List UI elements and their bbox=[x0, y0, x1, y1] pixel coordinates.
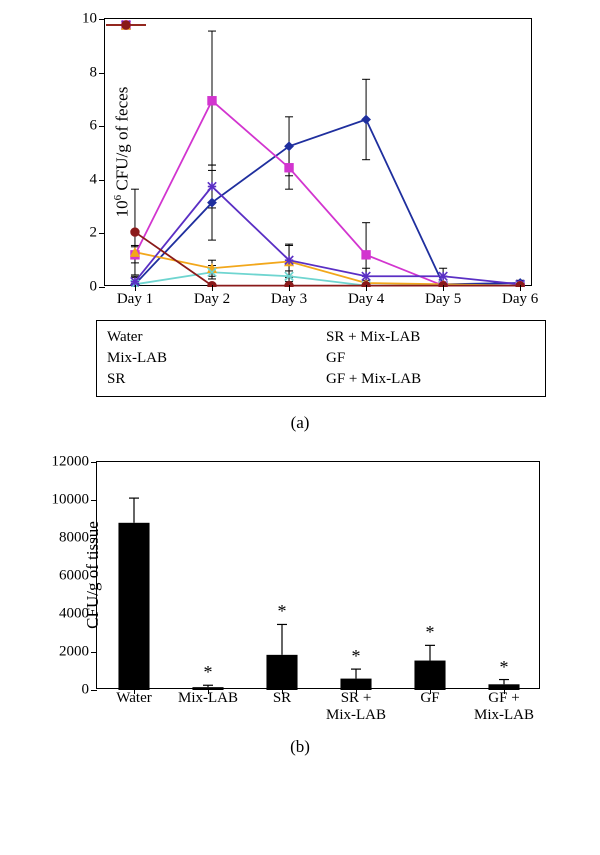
panel-b-ytick: 2000 bbox=[59, 644, 97, 661]
panel-b-plot: CFU/g of tissue WaterMix-LABSRSR +Mix-LA… bbox=[96, 461, 540, 689]
panel-a-ytick: 4 bbox=[90, 171, 106, 188]
panel-a-plot: 106 CFU/g of feces 0246810Day 1Day 2Day … bbox=[104, 18, 532, 286]
panel-b-xlabels: WaterMix-LABSRSR +Mix-LABGFGF +Mix-LAB bbox=[97, 688, 539, 694]
legend-label: GF + Mix-LAB bbox=[326, 371, 421, 388]
panel-a-xtick: Day 1 bbox=[117, 285, 153, 308]
sig-star: * bbox=[204, 662, 213, 683]
panel-b-sublabel: (b) bbox=[30, 737, 570, 757]
legend-item: Water bbox=[107, 329, 316, 346]
panel-a-xtick: Day 4 bbox=[348, 285, 384, 308]
legend-label: SR + Mix-LAB bbox=[326, 329, 420, 346]
panel-b-ytick: 6000 bbox=[59, 568, 97, 585]
sig-star: * bbox=[352, 646, 361, 667]
panel-a-xtick: Day 5 bbox=[425, 285, 461, 308]
sig-star: * bbox=[278, 601, 287, 622]
panel-b-svg bbox=[97, 462, 541, 690]
panel-b-ytick: 12000 bbox=[52, 454, 98, 471]
panel-a-xtick: Day 6 bbox=[502, 285, 538, 308]
panel-a-ytick: 8 bbox=[90, 64, 106, 81]
legend-label: SR bbox=[107, 371, 125, 388]
legend-item: SR + Mix-LAB bbox=[326, 329, 535, 346]
panel-a-ytick: 0 bbox=[90, 279, 106, 296]
panel-b: CFU/g of tissue WaterMix-LABSRSR +Mix-LA… bbox=[96, 461, 570, 757]
panel-a-xtick: Day 2 bbox=[194, 285, 230, 308]
panel-a: 106 CFU/g of feces 0246810Day 1Day 2Day … bbox=[104, 18, 570, 433]
legend-item: GF + Mix-LAB bbox=[326, 371, 535, 388]
panel-a-xtick: Day 3 bbox=[271, 285, 307, 308]
legend-item: GF bbox=[326, 350, 535, 367]
panel-a-sublabel: (a) bbox=[30, 413, 570, 433]
panel-a-legend: Water SR + Mix-LAB Mix-LAB GF SR GF + Mix-LAB bbox=[96, 320, 546, 397]
sig-star: * bbox=[500, 657, 509, 678]
panel-b-ytick: 4000 bbox=[59, 606, 97, 623]
panel-b-xtick: GF +Mix-LAB bbox=[474, 690, 534, 723]
page-root: 106 CFU/g of feces 0246810Day 1Day 2Day … bbox=[0, 0, 600, 855]
sig-star: * bbox=[426, 622, 435, 643]
legend-label: Water bbox=[107, 329, 142, 346]
panel-a-ytick: 2 bbox=[90, 225, 106, 242]
legend-item: SR bbox=[107, 371, 316, 388]
legend-label: Mix-LAB bbox=[107, 350, 167, 367]
panel-a-ytick: 6 bbox=[90, 118, 106, 135]
panel-b-ytick: 0 bbox=[82, 682, 98, 699]
panel-b-ytick: 10000 bbox=[52, 492, 98, 509]
legend-label: GF bbox=[326, 350, 345, 367]
panel-b-ytick: 8000 bbox=[59, 530, 97, 547]
panel-a-svg bbox=[105, 19, 533, 287]
panel-a-ytick: 10 bbox=[82, 11, 105, 28]
panel-b-xtick: SR +Mix-LAB bbox=[326, 690, 386, 723]
legend-item: Mix-LAB bbox=[107, 350, 316, 367]
